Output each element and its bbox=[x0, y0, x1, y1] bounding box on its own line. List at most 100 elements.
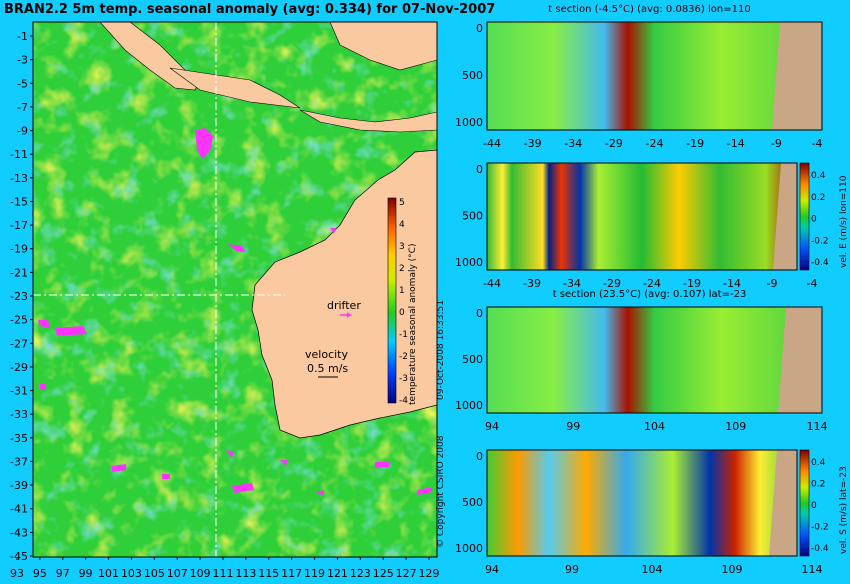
section-x-label: -24 bbox=[646, 137, 664, 150]
drifter-tracks bbox=[38, 128, 432, 496]
land-lesser-sunda bbox=[299, 109, 437, 133]
map-lon-label: 119 bbox=[304, 567, 325, 580]
map-lat-label: -19 bbox=[10, 243, 28, 256]
section-depth-label: 1000 bbox=[455, 116, 483, 129]
drifter-track bbox=[418, 487, 432, 495]
copyright-notice: © Copyright CSIRO 2008 bbox=[436, 435, 446, 548]
map-lat-label: -29 bbox=[10, 361, 28, 374]
section-land bbox=[772, 22, 822, 130]
section-x-label: -29 bbox=[603, 277, 621, 290]
map-colorbar-tick: 5 bbox=[399, 198, 405, 208]
section-x-label: -9 bbox=[767, 277, 778, 290]
section-x-label: -39 bbox=[523, 277, 541, 290]
section-x-label: 109 bbox=[725, 420, 746, 433]
map-lat-label: -17 bbox=[10, 219, 28, 232]
map-colorbar-tick: -4 bbox=[399, 396, 408, 406]
section-title: t section (-4.5°C) (avg: 0.0836) lon=110 bbox=[548, 4, 750, 15]
drifter-track bbox=[232, 483, 254, 493]
section-panel: 0 500 1000-44 -39 -34 -29 -24 -19 -14 -9 -4 0.4 0.2 0… bbox=[455, 162, 849, 290]
map-lon-label: 101 bbox=[98, 567, 119, 580]
map-colorbar-tick: 3 bbox=[399, 242, 405, 252]
section-depth-label: 500 bbox=[462, 496, 483, 509]
map-colorbar-label: temperature seasonal anomaly (°C) bbox=[408, 244, 418, 405]
map-lon-label: 99 bbox=[79, 567, 93, 580]
section-panel: t section (-4.5°C) (avg: 0.0836) lon=110… bbox=[455, 4, 823, 150]
map-lat-label: -39 bbox=[10, 479, 28, 492]
map-lon-label: 97 bbox=[56, 567, 70, 580]
map-lon-label: 129 bbox=[419, 567, 440, 580]
section-x-label: -4 bbox=[807, 277, 818, 290]
section-x-label: -24 bbox=[643, 277, 661, 290]
drifter-track bbox=[55, 326, 87, 336]
section-colorbar-tick: -0.4 bbox=[811, 258, 829, 268]
map-colorbar-tick: 0 bbox=[399, 308, 405, 318]
section-colorbar bbox=[799, 449, 810, 557]
section-depth-label: 500 bbox=[462, 210, 483, 223]
section-colorbar-tick: 0.2 bbox=[811, 193, 825, 203]
section-depth-label: 1000 bbox=[455, 542, 483, 555]
map-lat-label: -33 bbox=[10, 408, 28, 421]
map-lon-label: 123 bbox=[350, 567, 371, 580]
map-lat-label: -41 bbox=[10, 503, 28, 516]
map-lat-label: -35 bbox=[10, 432, 28, 445]
map-colorbar-tick: -1 bbox=[399, 330, 408, 340]
section-x-label: 114 bbox=[802, 563, 823, 576]
section-depth-label: 1000 bbox=[455, 256, 483, 269]
map-lat-label: -43 bbox=[10, 526, 28, 539]
section-x-label: -44 bbox=[483, 137, 501, 150]
drifter-legend-label: drifter bbox=[327, 299, 361, 312]
section-frame bbox=[486, 306, 823, 414]
drifter-track bbox=[330, 228, 336, 234]
map-lat-label: -5 bbox=[17, 77, 28, 90]
land-borneo bbox=[329, 22, 437, 71]
section-land bbox=[769, 450, 797, 556]
section-depth-label: 0 bbox=[476, 450, 483, 463]
map-lat-label: -37 bbox=[10, 455, 28, 468]
map-lon-label: 109 bbox=[190, 567, 211, 580]
map-colorbar-tick: -3 bbox=[399, 374, 408, 384]
map-colorbar-tick: 1 bbox=[399, 286, 405, 296]
map-lat-label: -25 bbox=[10, 314, 28, 327]
section-x-label: -29 bbox=[605, 137, 623, 150]
section-x-label: 104 bbox=[644, 420, 665, 433]
map-lat-axis: -1 -3 -5 -7 -9 -11 -13 -15 -17 -19 -21 -23 -25 -27 -29… bbox=[10, 30, 33, 563]
map-lat-label: -7 bbox=[17, 101, 28, 114]
map-lat-label: -21 bbox=[10, 266, 28, 279]
section-frame bbox=[486, 21, 823, 131]
map-colorbar-ticks: 5 4 3 2 1 0 -1 -2 -3 -4 bbox=[399, 198, 408, 406]
section-colorbar-tick: 0 bbox=[811, 215, 817, 225]
drifter-track bbox=[280, 460, 288, 466]
section-depth-label: 1000 bbox=[455, 399, 483, 412]
map-lon-label: 93 bbox=[10, 567, 24, 580]
section-x-label: 94 bbox=[485, 563, 499, 576]
map-colorbar-tick: 2 bbox=[399, 264, 405, 274]
section-depth-label: 500 bbox=[462, 69, 483, 82]
section-depth-label: 0 bbox=[476, 163, 483, 176]
section-frame bbox=[486, 162, 798, 271]
section-colorbar bbox=[799, 162, 810, 271]
section-x-label: 109 bbox=[722, 563, 743, 576]
map-lon-axis: 93 95 97 99 101 103 105 107 109 111 113 115 117 119 12… bbox=[10, 557, 440, 580]
section-colorbar-tick: 0.4 bbox=[811, 458, 826, 468]
section-land bbox=[773, 163, 797, 270]
section-x-label: 99 bbox=[566, 420, 580, 433]
section-x-label: -19 bbox=[686, 137, 704, 150]
section-x-label: -34 bbox=[564, 137, 582, 150]
section-x-label: -19 bbox=[683, 277, 701, 290]
drifter-track bbox=[226, 450, 234, 458]
section-colorbar-tick: -0.2 bbox=[811, 236, 829, 246]
map-lat-label: -31 bbox=[10, 385, 28, 398]
drifter-track bbox=[40, 384, 46, 390]
section-x-label: -4 bbox=[812, 137, 823, 150]
drifter-track bbox=[38, 320, 50, 328]
section-x-label: 104 bbox=[642, 563, 663, 576]
map-lat-label: -9 bbox=[17, 125, 28, 138]
map-lon-label: 111 bbox=[213, 567, 234, 580]
map-lon-label: 115 bbox=[258, 567, 279, 580]
section-x-label: -44 bbox=[483, 277, 501, 290]
map-lat-label: -3 bbox=[17, 54, 28, 67]
map-lat-label: -15 bbox=[10, 195, 28, 208]
drifter-track bbox=[316, 490, 324, 496]
